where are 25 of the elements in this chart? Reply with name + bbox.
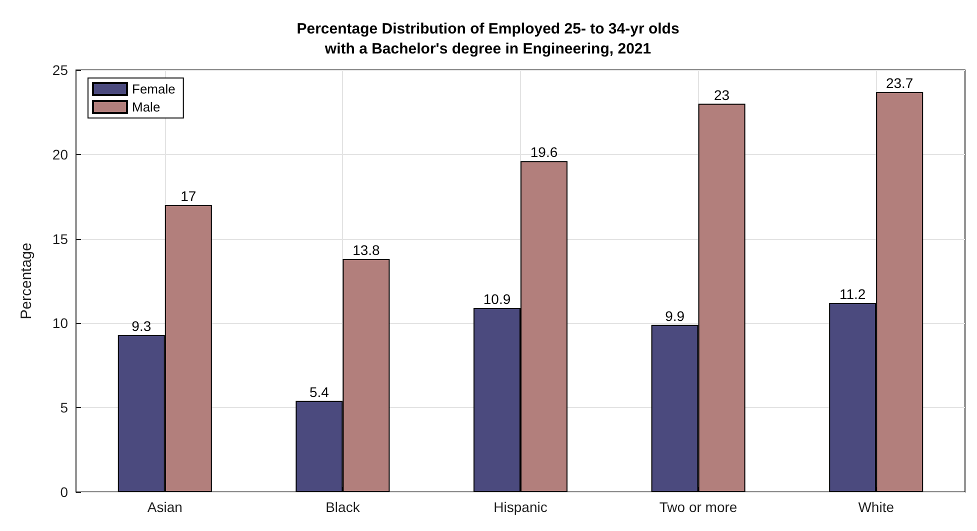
x-tick-label: Two or more (659, 499, 738, 515)
y-tick-label: 15 (52, 230, 68, 247)
data-label: 23.7 (886, 74, 914, 91)
data-label: 17 (180, 188, 196, 204)
data-label: 9.3 (132, 318, 152, 334)
y-axis-title: Percentage (18, 242, 35, 320)
legend-label: Female (132, 82, 176, 96)
data-label: 19.6 (530, 144, 558, 160)
legend-label: Male (132, 100, 160, 114)
data-label: 5.4 (309, 384, 330, 400)
y-tick-label: 20 (52, 146, 68, 162)
y-tick-label: 0 (60, 484, 68, 500)
chart-title: Percentage Distribution of Employed 25- to 34-yr olds with a Bachelor's degree in Engineering, 2021 (296, 20, 680, 58)
data-label: 23 (714, 86, 730, 103)
y-tick-label: 25 (52, 62, 68, 78)
y-tick-label: 5 (60, 400, 68, 416)
data-label: 13.8 (352, 242, 380, 258)
x-tick-label: Black (326, 499, 361, 515)
x-tick-label: Asian (147, 499, 182, 515)
data-label: 10.9 (483, 291, 511, 308)
data-label: 11.2 (839, 286, 866, 302)
x-tick-label: Hispanic (494, 499, 548, 515)
data-label: 9.9 (665, 308, 685, 324)
y-tick-label: 10 (52, 315, 68, 332)
x-tick-label: White (858, 499, 894, 515)
